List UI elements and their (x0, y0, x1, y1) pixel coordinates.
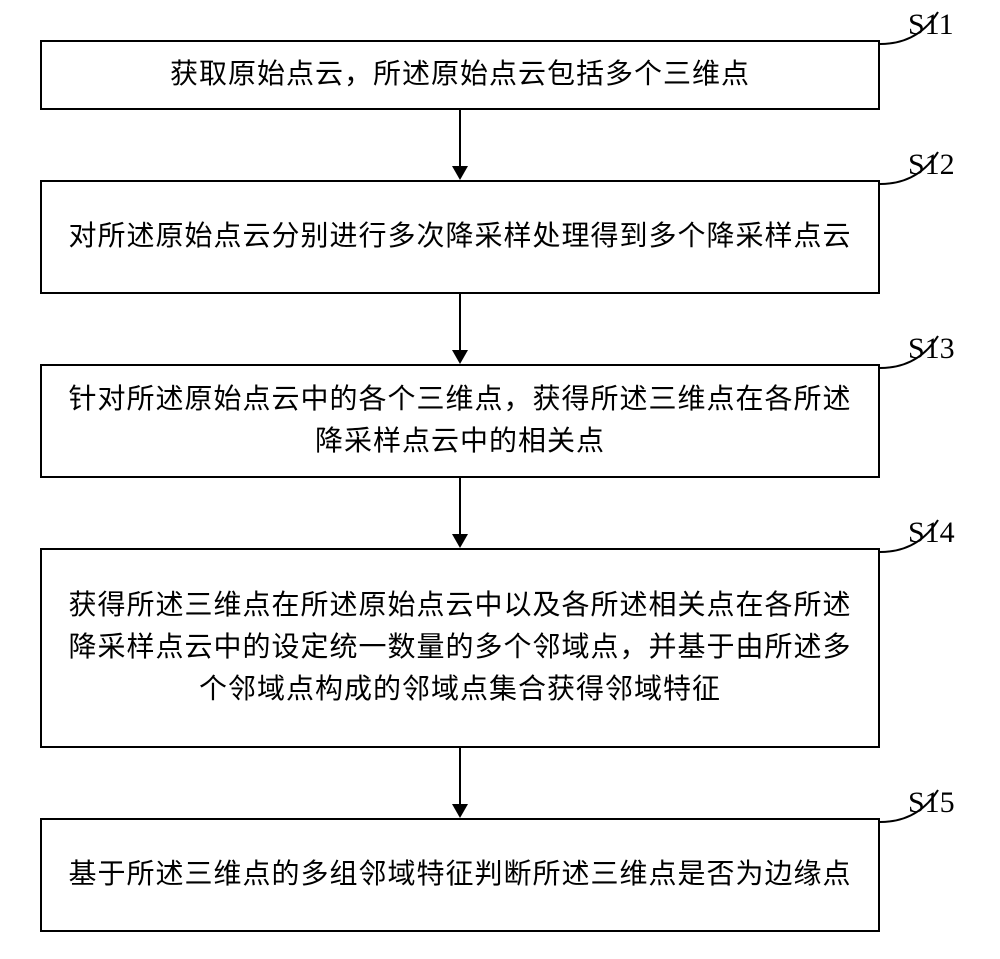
step-label-s11: S11 (908, 8, 954, 42)
step-box-s12: 对所述原始点云分别进行多次降采样处理得到多个降采样点云 (40, 180, 880, 294)
arrow-4 (450, 748, 470, 818)
step-text-s15: 基于所述三维点的多组邻域特征判断所述三维点是否为边缘点 (68, 854, 851, 896)
step-box-s11: 获取原始点云，所述原始点云包括多个三维点 (40, 40, 880, 110)
step-text-s11: 获取原始点云，所述原始点云包括多个三维点 (170, 54, 750, 96)
flowchart-canvas: 获取原始点云，所述原始点云包括多个三维点 S11 对所述原始点云分别进行多次降采… (0, 0, 1000, 959)
step-label-s15: S15 (908, 786, 955, 820)
step-label-s13: S13 (908, 332, 955, 366)
arrow-1 (450, 110, 470, 180)
step-box-s13: 针对所述原始点云中的各个三维点，获得所述三维点在各所述降采样点云中的相关点 (40, 364, 880, 478)
step-box-s14: 获得所述三维点在所述原始点云中以及各所述相关点在各所述降采样点云中的设定统一数量… (40, 548, 880, 748)
step-text-s12: 对所述原始点云分别进行多次降采样处理得到多个降采样点云 (68, 216, 851, 258)
step-text-s13: 针对所述原始点云中的各个三维点，获得所述三维点在各所述降采样点云中的相关点 (62, 379, 858, 463)
arrow-3 (450, 478, 470, 548)
step-label-s12: S12 (908, 148, 955, 182)
arrow-2 (450, 294, 470, 364)
step-box-s15: 基于所述三维点的多组邻域特征判断所述三维点是否为边缘点 (40, 818, 880, 932)
step-text-s14: 获得所述三维点在所述原始点云中以及各所述相关点在各所述降采样点云中的设定统一数量… (62, 585, 858, 711)
step-label-s14: S14 (908, 516, 955, 550)
